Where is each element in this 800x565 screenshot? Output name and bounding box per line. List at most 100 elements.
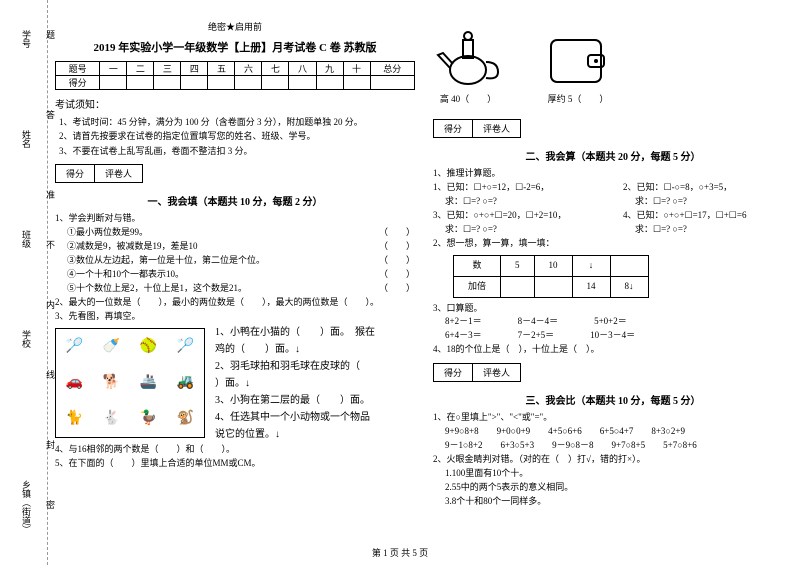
- q1e-paren: （ ）: [379, 282, 415, 296]
- notice-1: 1、考试时间：45 分钟，满分为 100 分（含卷面分 3 分），附加题单独 2…: [59, 115, 415, 129]
- s2q3b: 6+4－3＝ 7－2+5＝ 10－3－4＝: [433, 329, 793, 343]
- hdr-c11: 总分: [370, 62, 414, 76]
- q3: 3、先看图，再填空。: [55, 310, 415, 324]
- tbl-h2: 5: [501, 255, 535, 276]
- mid4: 4、任选其中一个小动物或一个物品: [215, 409, 375, 426]
- mid1: 1、小鸭在小猫的（ ）面。 猴在: [215, 324, 375, 341]
- s2q1a: 1、已知：☐+○=12，☐-2=6，: [433, 181, 603, 195]
- left-column: 绝密★启用前 2019 年实验小学一年级数学【上册】月考试卷 C 卷 苏教版 题…: [55, 20, 415, 509]
- grid-item: 🚜: [167, 365, 204, 401]
- score-header-table: 题号 一 二 三 四 五 六 七 八 九 十 总分 得分: [55, 61, 415, 90]
- section1-title: 一、我会填（本题共 10 分，每题 2 分）: [55, 193, 415, 208]
- s2q1c: 3、已知：○+○+☐=20，☐+2=10，: [433, 209, 603, 223]
- section3-title: 三、我会比（本题共 10 分，每题 5 分）: [433, 392, 793, 407]
- grid-item: 🐇: [93, 401, 130, 437]
- score-box-2: 得分 评卷人: [433, 119, 521, 138]
- score-box-3: 得分 评卷人: [433, 363, 521, 382]
- scorebox3-defen: 得分: [434, 364, 473, 381]
- tbl-h3: 10: [534, 255, 572, 276]
- q1c: ③数位从左边起，第一位是十位，第二位是个位。: [67, 255, 265, 265]
- teapot-figure: 高 40（ ）: [433, 20, 503, 105]
- hdr-c3: 三: [154, 62, 181, 76]
- paper-title: 2019 年实验小学一年级数学【上册】月考试卷 C 卷 苏教版: [55, 39, 415, 55]
- score-label: 得分: [56, 76, 100, 90]
- q1d-paren: （ ）: [379, 268, 415, 282]
- tbl-r4: 14: [572, 276, 610, 297]
- grid-item: 🥎: [130, 329, 167, 365]
- wallet-icon: [543, 30, 613, 90]
- q2: 2、最大的一位数是（ ），最小的两位数是（ ），最大的两位数是（ ）。: [55, 296, 415, 310]
- scorebox-defen: 得分: [56, 165, 95, 182]
- binding-margin: 学号 姓名 班级 学校 乡镇（街道）: [0, 0, 48, 565]
- s2q3: 3、口算题。: [433, 302, 793, 316]
- wallet-label: 厚约 5（ ）: [543, 92, 613, 105]
- hdr-c7: 七: [262, 62, 289, 76]
- q1d: ④一个十和10个一都表示10。: [67, 269, 184, 279]
- tbl-h1: 数: [454, 255, 501, 276]
- section2-title: 二、我会算（本题共 20 分，每题 5 分）: [433, 148, 793, 163]
- grid-item: 🦆: [130, 401, 167, 437]
- grid-questions: 1、小鸭在小猫的（ ）面。 猴在 鸡的（ ）面。↓ 2、羽毛球拍和羽毛球在皮球的…: [215, 324, 375, 443]
- hdr-c10: 十: [343, 62, 370, 76]
- s2q3a: 8+2－1＝ 8－4－4＝ 5+0+2＝: [433, 315, 793, 329]
- q1e: ⑤十个数位上是2，十位上是1，这个数是21。: [67, 283, 247, 293]
- measurement-icons: 高 40（ ） 厚约 5（ ）: [433, 20, 793, 105]
- scorebox2-defen: 得分: [434, 120, 473, 137]
- wallet-figure: 厚约 5（ ）: [543, 30, 613, 105]
- grid-item: 🍼: [93, 329, 130, 365]
- s2q1: 1、推理计算题。: [433, 167, 793, 181]
- grid-item: 🚢: [130, 365, 167, 401]
- tbl-r2: [501, 276, 535, 297]
- tbl-h4: ↓: [572, 255, 610, 276]
- grid-item: 🐒: [167, 401, 204, 437]
- q1a: ①最小两位数是99。: [67, 227, 148, 237]
- hdr-c2: 二: [127, 62, 154, 76]
- hdr-c6: 六: [235, 62, 262, 76]
- double-table: 数 5 10 ↓ 加倍 14 8↓: [453, 255, 649, 298]
- s2q2: 2、想一想，算一算，填一填：: [433, 237, 793, 251]
- notice-2: 2、请首先按要求在试卷的指定位置填写您的姓名、班级、学号。: [59, 129, 415, 143]
- teapot-label: 高 40（ ）: [433, 92, 503, 105]
- mid4b: 说它的位置。↓: [215, 426, 375, 443]
- s2q1d: 4、已知：○+○+☐=17，☐+☐=6: [623, 209, 793, 223]
- s2q1c2: 求：☐=? ○=?: [433, 223, 603, 237]
- section2-questions: 1、推理计算题。 1、已知：☐+○=12，☐-2=6， 求：☐=? ○=? 2、…: [433, 167, 793, 357]
- tbl-h5: [610, 255, 648, 276]
- q1c-paren: （ ）: [379, 254, 415, 268]
- hdr-c1: 一: [100, 62, 127, 76]
- secret-label: 绝密★启用前: [55, 20, 415, 33]
- mid1b: 鸡的（ ）面。↓: [215, 341, 375, 358]
- q1a-paren: （ ）: [379, 226, 415, 240]
- score-row: 得分: [56, 76, 415, 90]
- notice-list: 1、考试时间：45 分钟，满分为 100 分（含卷面分 3 分），附加题单独 2…: [55, 115, 415, 158]
- s2q1a2: 求：☐=? ○=?: [433, 195, 603, 209]
- mid2: 2、羽毛球拍和羽毛球在皮球的（: [215, 358, 375, 375]
- s3q1: 1、在○里填上">"、"<"或"="。: [433, 411, 793, 425]
- tbl-r1: 加倍: [454, 276, 501, 297]
- s3q2: 2、火眼金睛判对错。（对的在（ ）打√，错的打×）。: [433, 453, 793, 467]
- header-row: 题号 一 二 三 四 五 六 七 八 九 十 总分: [56, 62, 415, 76]
- s3q1a: 9+9○8+8 9+0○0+9 4+5○6+6 6+5○4+7 8+3○2+9: [433, 425, 793, 439]
- q1b: ②减数是9，被减数是19，差是10: [67, 241, 198, 251]
- notice-3: 3、不要在试卷上乱写乱画，卷面不整洁扣 3 分。: [59, 144, 415, 158]
- s2q4: 4、18的个位上是（ ），十位上是（ ）。: [433, 343, 793, 357]
- tbl-r5: 8↓: [610, 276, 648, 297]
- mid2b: ）面。↓: [215, 375, 375, 392]
- teapot-icon: [433, 20, 503, 90]
- s3q2b: 2.55中的两个5表示的意义相同。: [433, 481, 793, 495]
- label-xiangzhen: 乡镇（街道）: [20, 480, 33, 534]
- scorebox-pingjuan: 评卷人: [95, 165, 142, 182]
- section1-questions: 1、学会判断对与错。 ①最小两位数是99。 （ ） ②减数是9，被减数是19，差…: [55, 212, 415, 470]
- animals-grid: 🏸 🍼 🥎 🏸 🚗 🐕 🚢 🚜 🐈 🐇 🦆 🐒: [55, 328, 205, 438]
- scorebox2-pingjuan: 评卷人: [473, 120, 520, 137]
- mid3: 3、小狗在第二层的最（ ）面。: [215, 392, 375, 409]
- s3q2a: 1.100里面有10个十。: [433, 467, 793, 481]
- notice-title: 考试须知：: [55, 96, 415, 111]
- label-banji: 班级: [20, 230, 33, 248]
- hdr-c5: 五: [208, 62, 235, 76]
- grid-item: 🚗: [56, 365, 93, 401]
- tbl-r3: [534, 276, 572, 297]
- q5: 5、在下面的（ ）里填上合适的单位MM或CM。: [55, 457, 415, 471]
- s3q2c: 3.8个十和80个一同样多。: [433, 495, 793, 509]
- q4: 4、与16相邻的两个数是（ ）和（ ）。: [55, 443, 415, 457]
